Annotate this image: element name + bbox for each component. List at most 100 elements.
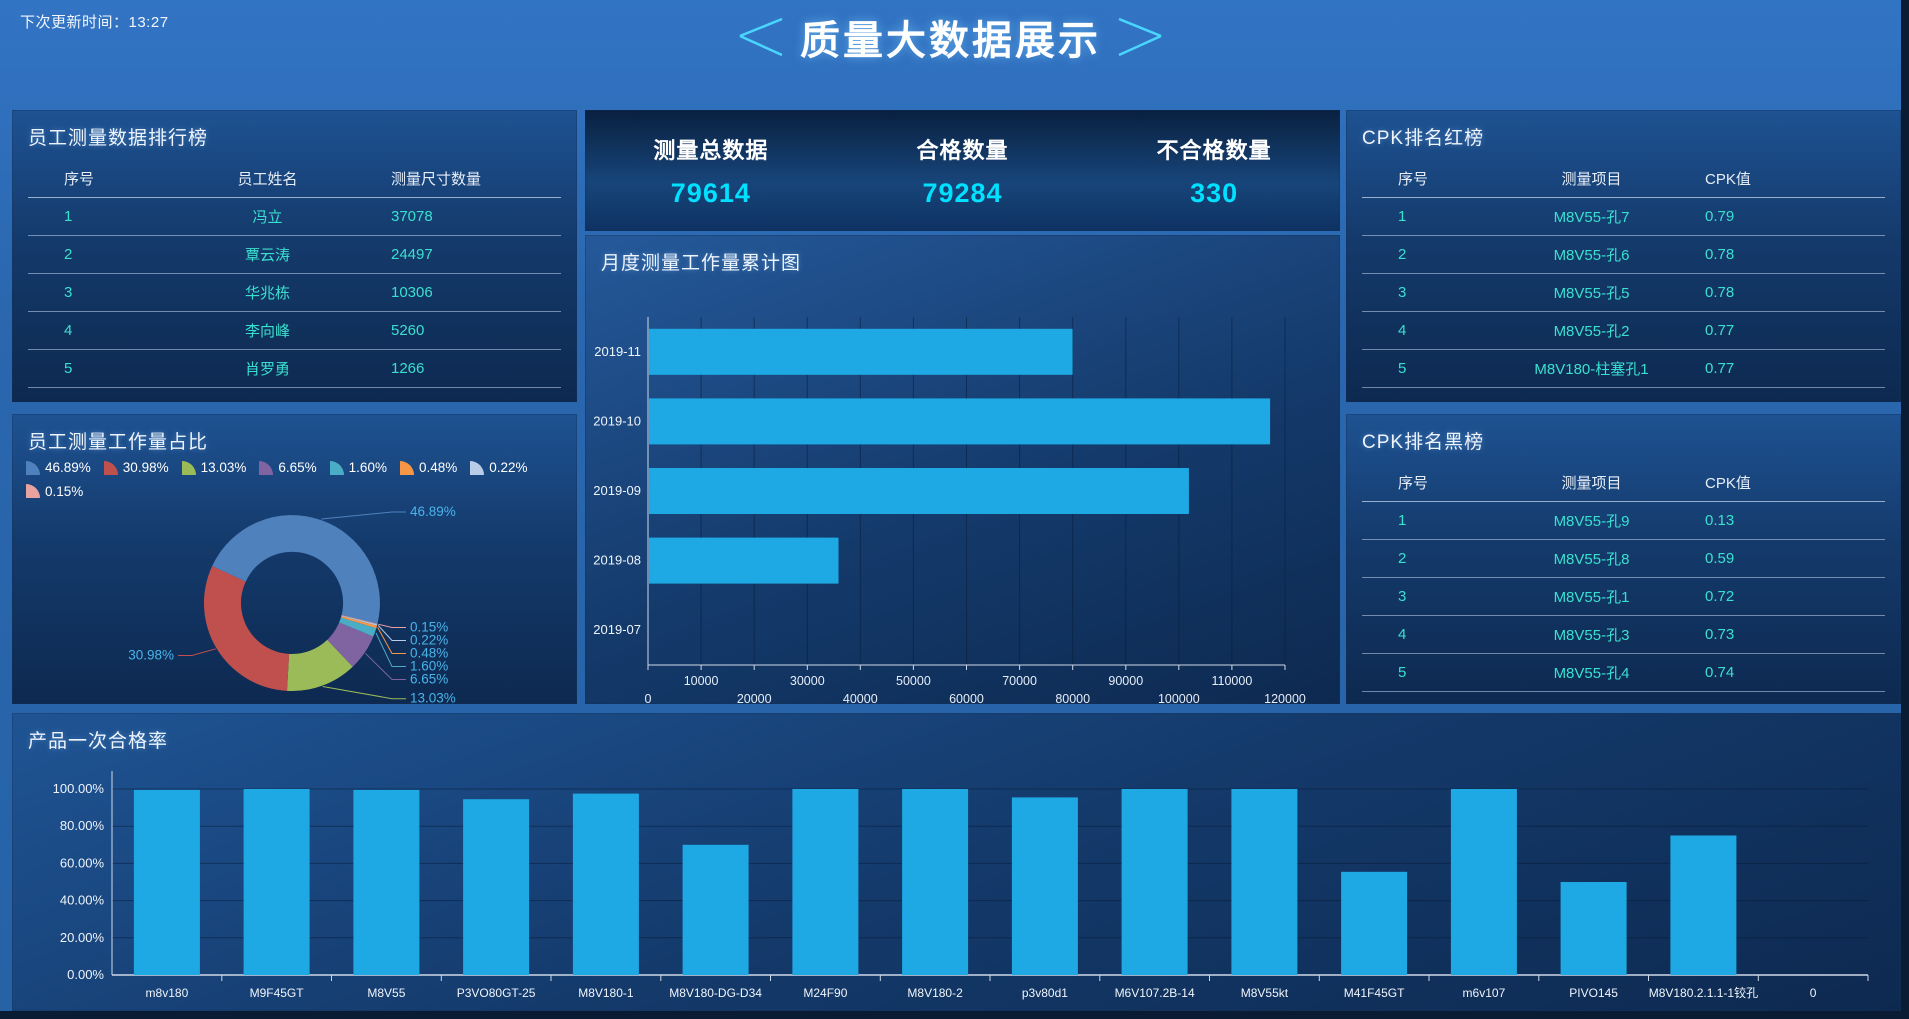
title-decor-right (1118, 17, 1511, 57)
bar[interactable] (1670, 835, 1737, 976)
legend-swatch-icon (103, 460, 118, 475)
monthly-workload-bar-chart: 0 10000 20000 30000 40000 50000 60000 70000 8000… (585, 275, 1340, 711)
y-tick-label: 20.00% (60, 930, 105, 945)
legend-swatch-icon (470, 460, 485, 475)
pie-label: 6.65% (410, 672, 448, 687)
cell: 5 (1398, 360, 1407, 377)
x-category-label: P3VO80GT-25 (457, 986, 536, 1000)
employee-ranking-table: 序号 员工姓名 测量尺寸数量 1 冯立 37078 2 覃云涛 24497 3 华兆栋 10306 4 李… (12, 160, 577, 388)
x-tick-label: 40000 (843, 692, 878, 706)
panel-workload-share: 员工测量工作量占比 46.89% 30.98% 13.03% 6.65% 1.60% 0.… (12, 414, 577, 706)
cell: M8V55-孔3 (1553, 627, 1630, 644)
pie-label: 46.89% (410, 504, 456, 519)
legend-item[interactable]: 13.03% (181, 460, 246, 475)
bar[interactable] (1011, 797, 1078, 975)
bar[interactable] (353, 789, 420, 975)
legend-item[interactable]: 6.65% (259, 460, 317, 475)
stat-fail: 不合格数量 330 (1088, 133, 1340, 209)
bar[interactable] (792, 789, 859, 975)
legend-swatch-icon (399, 460, 414, 475)
bar[interactable] (1341, 871, 1408, 975)
bar[interactable] (649, 537, 839, 584)
bar[interactable] (1121, 789, 1188, 975)
bar[interactable] (682, 844, 749, 975)
bar[interactable] (649, 328, 1073, 375)
cell: M8V55-孔1 (1553, 589, 1630, 606)
title-decor-left (390, 17, 783, 57)
legend-swatch-icon (181, 460, 196, 475)
pie-slice (341, 615, 378, 626)
bar[interactable] (572, 793, 639, 975)
x-category-label: p3v80d1 (1022, 986, 1068, 1000)
legend-item[interactable]: 0.22% (470, 460, 528, 475)
cell: 李向峰 (244, 323, 290, 340)
cell: 华兆栋 (244, 285, 290, 302)
workload-share-donut-chart: 46.89% 0.15% 0.22% 0.48% 1.60% 6.65% 13.03% 30.… (12, 502, 577, 719)
x-tick-label: 70000 (1002, 674, 1037, 688)
x-category-label: M8V180-2 (907, 986, 963, 1000)
bar[interactable] (649, 468, 1189, 514)
legend-item[interactable]: 46.89% (26, 460, 91, 475)
table-row: 1 M8V55-孔7 0.79 (1362, 198, 1885, 236)
pie-label: 0.48% (410, 646, 448, 661)
x-category-label: M24F90 (803, 986, 847, 1000)
legend-item[interactable]: 30.98% (103, 460, 169, 475)
bar[interactable] (463, 799, 530, 975)
cell: 5 (64, 360, 73, 377)
legend-label: 46.89% (45, 460, 91, 475)
cell: 4 (1398, 626, 1407, 643)
bar[interactable] (243, 789, 310, 975)
pie-slice (341, 615, 378, 625)
pie-slice (340, 616, 377, 629)
bar[interactable] (649, 398, 1271, 445)
table-row: 4 M8V55-孔2 0.77 (1362, 312, 1885, 350)
x-tick-label: 30000 (790, 674, 825, 688)
x-category-label: PIVO145 (1569, 986, 1618, 1000)
cell: 0.77 (1705, 360, 1735, 377)
legend-label: 1.60% (348, 460, 387, 475)
bar[interactable] (1560, 882, 1627, 975)
bar[interactable] (1450, 789, 1517, 975)
pie-label-line (377, 624, 406, 641)
bar[interactable] (1231, 789, 1298, 975)
legend-item[interactable]: 1.60% (329, 460, 387, 475)
pie-label-line (375, 632, 406, 667)
legend-item[interactable]: 0.15% (26, 484, 83, 499)
cell: M8V55-孔4 (1553, 665, 1630, 682)
table-row: 3 华兆栋 10306 (28, 274, 561, 312)
cell: M8V180-柱塞孔1 (1534, 361, 1649, 378)
cpk-black-table: 序号 测量项目 CPK值 1 M8V55-孔9 0.13 2 M8V55-孔8 0.59 3 M8V… (1346, 464, 1901, 692)
y-category-label: 2019-10 (593, 413, 641, 428)
stat-label: 不合格数量 (1156, 137, 1272, 163)
bar[interactable] (902, 789, 969, 975)
y-tick-label: 60.00% (60, 855, 105, 870)
pie-label-line (178, 648, 216, 656)
bar[interactable] (133, 789, 200, 975)
cell: 3 (1398, 284, 1407, 301)
panel-cpk-red: CPK排名红榜 序号 测量项目 CPK值 1 M8V55-孔7 0.79 2 M8V55-孔6… (1346, 110, 1901, 402)
table-header: 序号 测量项目 CPK值 (1362, 464, 1885, 502)
table-row: 1 M8V55-孔9 0.13 (1362, 502, 1885, 540)
pass-rate-bar-chart: 0.00% 20.00% 40.00% 60.00% 80.00% 100.00% m8v1… (12, 753, 1901, 1018)
stat-label: 测量总数据 (653, 137, 769, 163)
col-header: CPK值 (1705, 475, 1751, 492)
stat-pass: 合格数量 79284 (837, 133, 1089, 209)
cell: 0.73 (1705, 626, 1735, 643)
pie-label-line (365, 652, 406, 680)
col-header: 测量项目 (1561, 475, 1622, 492)
cell: 0.72 (1705, 588, 1735, 605)
legend-label: 30.98% (122, 460, 169, 475)
cell: 37078 (391, 208, 433, 225)
cell: 冯立 (252, 209, 283, 226)
cell: M8V55-孔7 (1553, 209, 1630, 226)
x-tick-label: 100000 (1158, 692, 1200, 706)
pie-slice (203, 566, 290, 691)
pie-label-line (322, 686, 406, 700)
cell: 0.74 (1705, 664, 1735, 681)
stat-value: 79614 (670, 177, 751, 208)
y-tick-label: 0.00% (67, 967, 104, 982)
cell: 4 (64, 322, 73, 339)
x-category-label: M8V55 (367, 986, 405, 1000)
legend-item[interactable]: 0.48% (399, 460, 457, 475)
